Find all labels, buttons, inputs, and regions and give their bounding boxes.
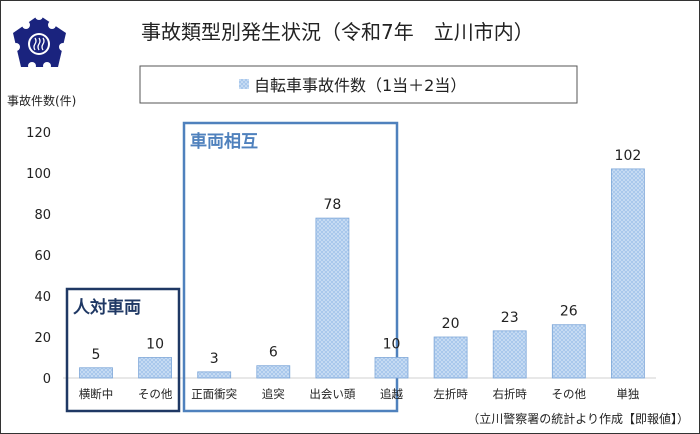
x-tick-label: 右折時 [492,387,527,401]
data-label: 20 [442,316,460,332]
legend-label: 自転車事故件数（1当＋2当） [254,76,466,95]
data-label: 10 [383,337,401,353]
data-label: 23 [501,310,519,326]
police-logo-icon [12,12,67,70]
bar [315,217,350,379]
data-label: 10 [146,337,164,353]
group-box [65,287,181,413]
bar [138,357,173,379]
y-tick-label: 20 [34,331,51,346]
y-tick-label: 100 [26,167,51,182]
bar [197,371,232,379]
y-tick-label: 80 [34,208,51,223]
bar [551,324,586,379]
x-tick-label: 左折時 [433,387,468,401]
group-label: 車両相互 [190,131,258,152]
legend-swatch [239,79,249,89]
x-tick-label: 出会い頭 [309,387,355,401]
y-tick-label: 120 [26,126,51,141]
bar [611,168,645,379]
x-tick-label: 追突 [262,387,285,401]
x-tick-label: 追越 [380,387,403,401]
x-tick-label: 正面衝突 [191,387,237,401]
x-tick-label: その他 [138,387,173,401]
group-label: 人対車両 [73,297,141,318]
bar [433,336,468,379]
y-tick-label: 0 [43,372,51,387]
x-tick-label: 単独 [616,387,639,401]
bar [374,357,409,379]
x-tick-label: その他 [552,387,587,401]
chart-title: 事故類型別発生状況（令和7年 立川市内） [141,20,534,44]
data-label: 102 [615,148,642,164]
bar [256,365,291,379]
data-label: 26 [560,304,578,320]
legend-box [139,65,578,104]
data-label: 78 [323,197,341,213]
data-label: 3 [210,351,219,367]
group-box [182,121,399,413]
bar [492,330,527,379]
data-label: 5 [92,347,101,363]
y-tick-label: 60 [34,249,51,264]
y-tick-label: 40 [34,290,51,305]
x-tick-label: 横断中 [79,387,114,401]
bar [79,367,113,379]
source-note: （立川警察署の統計より作成【即報値】） [467,411,689,426]
data-label: 6 [269,345,278,361]
y-axis-label: 事故件数(件) [7,93,76,108]
